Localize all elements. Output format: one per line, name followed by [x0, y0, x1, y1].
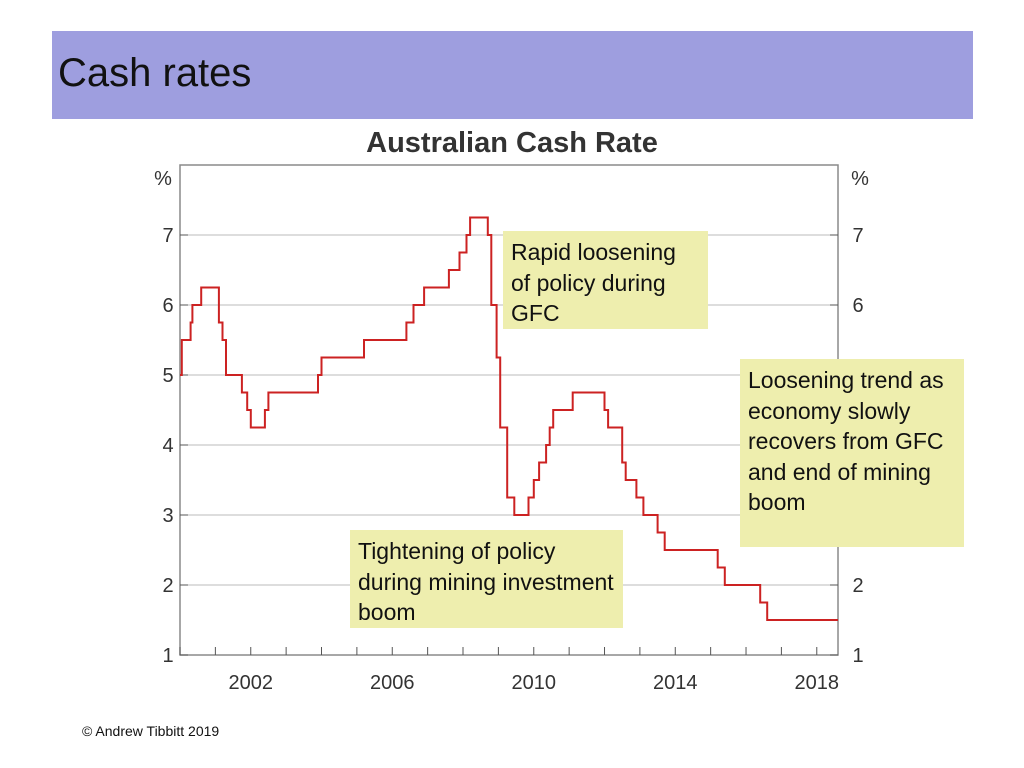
ytick-label-left-5: 5 — [162, 365, 173, 387]
ytick-label-left-4: 4 — [162, 435, 173, 457]
ytick-label-left-2: 2 — [162, 575, 173, 597]
ytick-label-right-2: 2 — [852, 575, 863, 597]
ytick-label-left-3: 3 — [162, 505, 173, 527]
y-axis-unit-right: % — [851, 168, 869, 190]
copyright: © Andrew Tibbitt 2019 — [82, 723, 220, 739]
annotation-recovery: Loosening trend as economy slowly recove… — [740, 359, 964, 547]
ytick-label-left-1: 1 — [162, 645, 173, 667]
ytick-label-right-7: 7 — [852, 225, 863, 247]
y-axis-unit-left: % — [154, 168, 172, 190]
xtick-label-2006: 2006 — [370, 672, 415, 694]
chart-title: Australian Cash Rate — [366, 127, 658, 159]
annotation-mining-boom: Tightening of policy during mining inves… — [350, 530, 623, 628]
ytick-label-left-7: 7 — [162, 225, 173, 247]
ytick-label-left-6: 6 — [162, 295, 173, 317]
cash-rate-line — [180, 216, 838, 621]
xtick-label-2010: 2010 — [512, 672, 557, 694]
xtick-label-2002: 2002 — [229, 672, 274, 694]
xtick-label-2014: 2014 — [653, 672, 698, 694]
title-bar: Cash rates — [52, 31, 973, 119]
slide-title: Cash rates — [58, 51, 252, 95]
ytick-label-right-1: 1 — [852, 645, 863, 667]
tick-labels: 1122334455667720022006201020142018 — [162, 225, 863, 694]
annotation-gfc: Rapid loosening of policy during GFC — [503, 231, 708, 329]
xtick-label-2018: 2018 — [795, 672, 840, 694]
ytick-label-right-6: 6 — [852, 295, 863, 317]
